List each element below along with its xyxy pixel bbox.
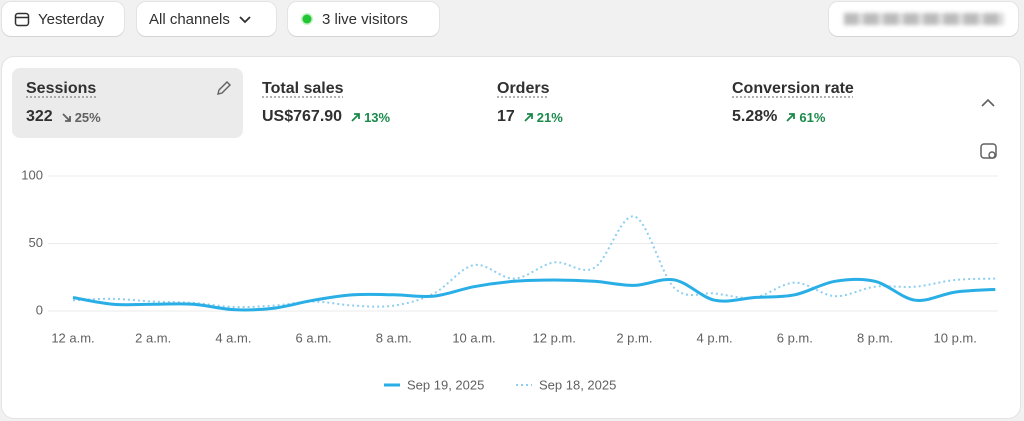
metric-value: US$767.90 [262, 108, 343, 125]
x-tick-label: 4 p.m. [697, 330, 733, 345]
metric-label: Total sales [262, 80, 344, 97]
metric-tile[interactable]: Orders 17 21% [483, 68, 714, 138]
metric-value: 322 [26, 108, 53, 125]
x-tick-label: 10 a.m. [452, 330, 495, 345]
trend-arrow [786, 112, 796, 122]
live-label: 3 live visitors [322, 10, 408, 28]
metric-label: Conversion rate [732, 80, 854, 97]
x-tick-label: 8 a.m. [376, 330, 412, 345]
metric-change: 61% [799, 109, 826, 125]
y-tick-label: 100 [21, 167, 43, 182]
chevron-down [239, 16, 251, 24]
metric-label: Sessions [26, 80, 97, 97]
metric-value: 5.28% [732, 108, 778, 125]
x-tick-label: 12 a.m. [51, 330, 94, 345]
blurred-text [843, 13, 1004, 25]
y-tick-label: 50 [29, 235, 43, 250]
metric-tile[interactable]: Sessions 322 25% [12, 68, 243, 138]
metric-change: 25% [74, 109, 101, 125]
x-tick-label: 10 p.m. [934, 330, 977, 345]
date-label: Yesterday [38, 10, 105, 28]
x-tick-label: 6 p.m. [777, 330, 813, 345]
metric-change: 21% [536, 109, 563, 125]
chart-settings-icon[interactable] [980, 143, 997, 159]
legend-label: Sep 19, 2025 [407, 377, 484, 392]
x-tick-label: 2 p.m. [616, 330, 652, 345]
x-tick-label: 2 a.m. [135, 330, 171, 345]
calendar-icon [14, 12, 30, 27]
live-dot [301, 13, 313, 25]
x-tick-label: 8 p.m. [857, 330, 893, 345]
legend-label: Sep 18, 2025 [539, 377, 616, 392]
channels-button[interactable]: All channels [137, 2, 276, 36]
live-button[interactable]: 3 live visitors [288, 2, 439, 36]
metric-tile[interactable]: Total sales US$767.90 13% [248, 68, 479, 138]
channels-label: All channels [149, 10, 230, 28]
x-tick-label: 6 a.m. [296, 330, 332, 345]
series-line [72, 215, 996, 309]
date-button[interactable]: Yesterday [2, 2, 124, 36]
edit-icon[interactable] [215, 79, 233, 97]
y-tick-label: 0 [36, 302, 43, 317]
store-button[interactable] [829, 2, 1018, 36]
collapse-icon[interactable] [981, 98, 995, 107]
x-tick-label: 4 a.m. [215, 330, 251, 345]
series-line [72, 277, 996, 312]
metric-label: Orders [497, 80, 550, 97]
trend-arrow [62, 112, 71, 122]
metric-change: 13% [364, 109, 391, 125]
trend-arrow [524, 112, 533, 122]
trend-arrow [351, 112, 360, 122]
metric-value: 17 [497, 108, 515, 125]
x-tick-label: 12 p.m. [533, 330, 576, 345]
metric-tile[interactable]: Conversion rate 5.28% 61% [718, 68, 949, 138]
